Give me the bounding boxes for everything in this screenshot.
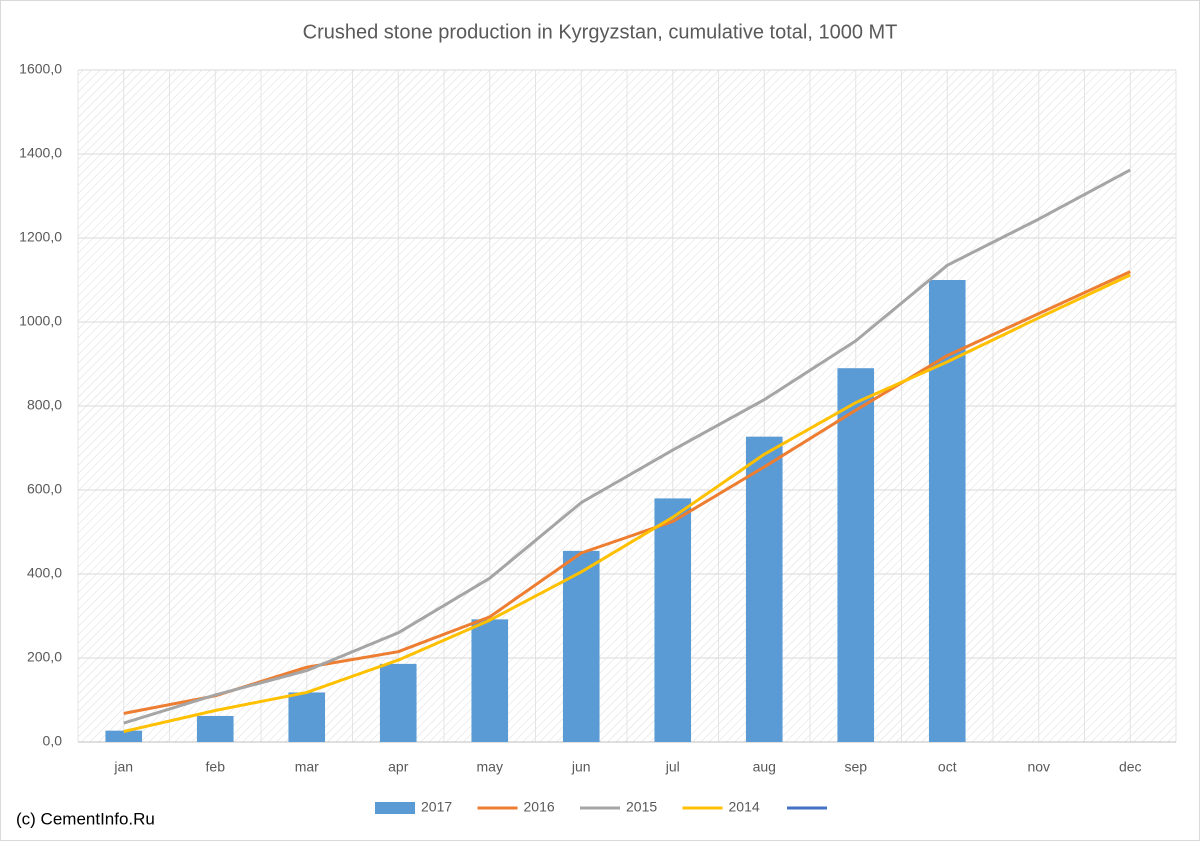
y-tick-label: 800,0 [27,397,62,413]
y-tick-label: 1400,0 [19,145,62,161]
x-tick-label: jun [571,759,591,775]
y-tick-label: 0,0 [43,733,63,749]
line [123,168,1131,725]
bar [288,692,326,742]
line [123,270,1131,715]
bar [105,730,143,742]
y-tick-label: 400,0 [27,565,62,581]
chart-title: Crushed stone production in Kyrgyzstan, … [303,21,898,43]
legend-swatch [375,802,415,814]
bar [471,619,509,742]
bar [562,550,600,742]
bar [745,436,783,742]
y-tick-label: 1000,0 [19,313,62,329]
x-tick-label: oct [938,759,957,775]
bar [837,368,875,742]
bar [654,498,692,742]
footer: (c) CementInfo.Ru [16,809,155,828]
y-tick-label: 1600,0 [19,61,62,77]
x-tick-label: nov [1027,759,1050,775]
legend-label: 2014 [729,799,760,815]
x-tick-label: sep [844,759,867,775]
legend-label: 2017 [421,799,452,815]
legend-label: 2016 [524,799,555,815]
bar [196,715,234,742]
bar [379,663,417,742]
y-tick-label: 200,0 [27,649,62,665]
x-tick-label: aug [753,759,776,775]
legend-label: 2015 [626,799,657,815]
line [123,273,1131,733]
x-tick-label: apr [388,759,409,775]
x-tick-label: mar [295,759,319,775]
y-tick-label: 1200,0 [19,229,62,245]
x-tick-label: feb [206,759,226,775]
x-tick-label: jul [665,759,680,775]
x-tick-label: may [477,759,503,775]
x-tick-label: dec [1119,759,1142,775]
x-tick-label: jan [113,759,133,775]
y-tick-label: 600,0 [27,481,62,497]
